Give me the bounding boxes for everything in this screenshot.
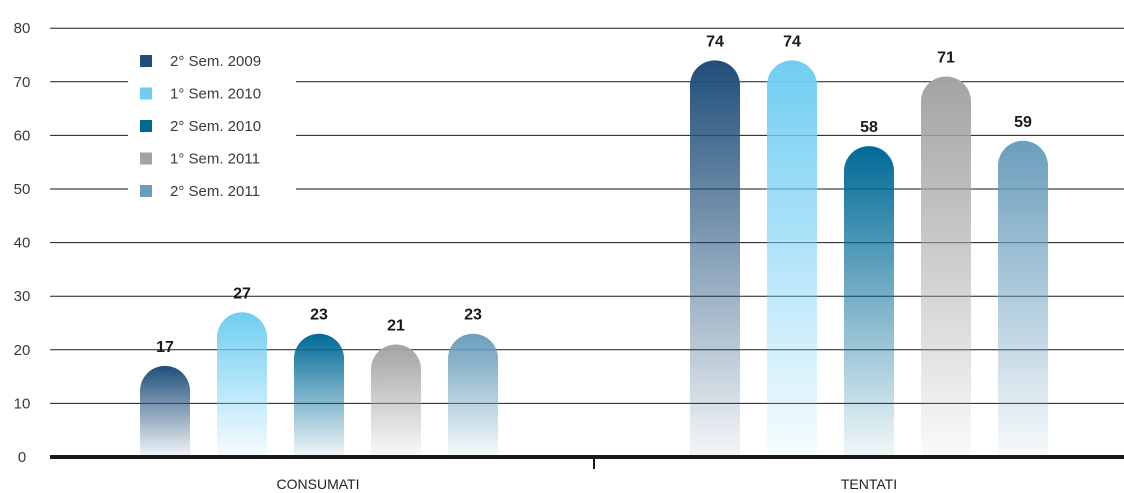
bar (294, 333, 344, 457)
legend-swatch (140, 120, 152, 132)
bar (767, 60, 817, 458)
data-label: 23 (464, 307, 482, 324)
data-label: 21 (387, 317, 405, 334)
legend-label: 2° Sem. 2011 (170, 183, 260, 200)
bar (690, 60, 740, 458)
bar (921, 76, 971, 457)
legend-swatch (140, 87, 152, 100)
bars (140, 60, 1048, 458)
y-tick-label: 20 (14, 342, 31, 359)
y-tick-label: 80 (14, 20, 31, 37)
data-label: 23 (310, 307, 328, 324)
y-tick-label: 60 (14, 127, 31, 144)
data-label: 58 (860, 119, 878, 136)
data-label: 59 (1014, 114, 1032, 131)
bar (998, 140, 1048, 457)
category-label: CONSUMATI (277, 476, 360, 492)
data-label: 74 (706, 33, 724, 50)
legend-label: 1° Sem. 2011 (170, 151, 260, 168)
y-tick-label: 30 (14, 288, 31, 305)
bar (844, 146, 894, 457)
bar (216, 312, 267, 457)
legend-swatch (140, 55, 152, 67)
data-label: 74 (783, 33, 801, 50)
legend-background (128, 47, 296, 199)
data-label: 27 (233, 285, 251, 302)
x-axis (50, 455, 1124, 469)
legend-swatch (140, 185, 152, 197)
bar (140, 365, 190, 457)
legend: 2° Sem. 2009 1° Sem. 2010 2° Sem. 2010 1° S… (128, 47, 296, 200)
data-label: 17 (156, 339, 174, 356)
data-label: 71 (937, 49, 955, 66)
y-tick-label: 70 (14, 74, 31, 91)
category-label: TENTATI (841, 476, 897, 492)
y-tick-label: 0 (18, 449, 26, 466)
legend-label: 1° Sem. 2010 (170, 86, 261, 103)
y-tick-label: 50 (14, 181, 31, 198)
y-tick-label: 10 (14, 395, 31, 412)
y-tick-label: 40 (14, 235, 31, 252)
legend-label: 2° Sem. 2010 (170, 118, 261, 135)
category-labels: CONSUMATI TENTATI (277, 476, 898, 492)
bar (371, 344, 421, 457)
data-labels: 17 27 23 21 23 74 74 58 71 59 (156, 33, 1032, 356)
legend-swatch (140, 152, 152, 165)
bar (448, 333, 498, 457)
legend-label: 2° Sem. 2009 (170, 53, 261, 70)
y-axis-tick-labels: 0 10 20 30 40 50 60 70 80 (14, 20, 31, 466)
